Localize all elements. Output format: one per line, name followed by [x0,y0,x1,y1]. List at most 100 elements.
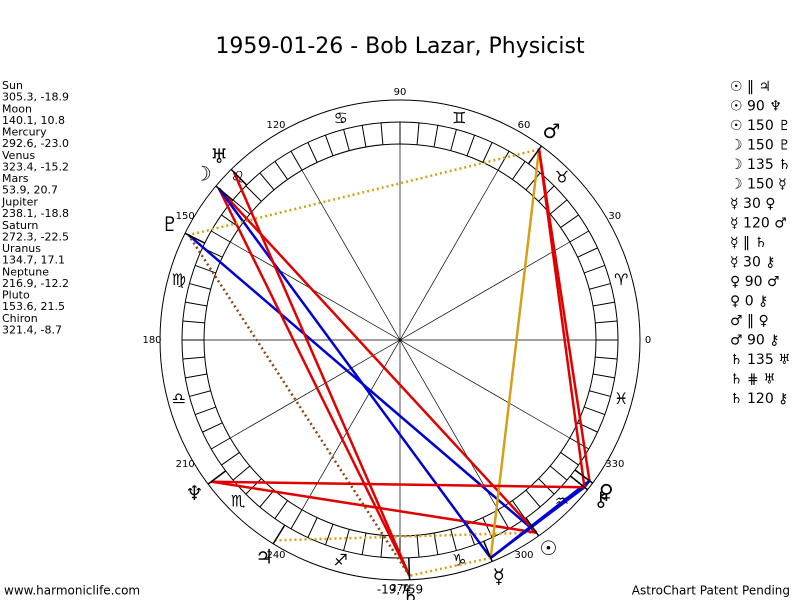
planet-marker [184,232,206,244]
aspect-label: ☽ 150 ♇ [730,138,791,154]
planet-glyph: ⚷ [594,487,609,511]
planet-position: 272.3, -22.5 [2,230,69,243]
planet-glyph: ♆ [186,481,204,505]
aspect-line [187,234,411,577]
zodiac-sign: ♑ [452,551,466,570]
planet-name: Mercury [2,126,47,139]
degree-label: 270 [390,583,409,594]
ring-tick [592,301,615,307]
ring-tick [525,489,541,508]
aspect-line [489,486,586,559]
ring-tick [343,129,350,151]
aspect-line [217,188,411,577]
degree-label: 120 [266,120,285,131]
aspect-label: ☉ 90 ♆ [730,99,782,115]
aspect-label: ♄ ⋕ ♅ [730,372,776,388]
planet-marker [272,524,286,545]
aspect-line [537,149,586,488]
planet-name: Saturn [2,219,38,232]
ring-tick [497,150,510,171]
degree-label: 300 [514,550,533,561]
zodiac-sign: ♐ [334,551,348,570]
aspect-line [188,148,540,237]
ring-tick [433,125,439,148]
planet-marker [230,168,248,186]
planet-marker [407,557,411,580]
outer-circle [159,99,641,581]
ring-tick [324,134,334,156]
planet-name: Jupiter [1,196,38,209]
ring-tick [290,150,303,171]
planet-name: Neptune [2,265,49,278]
aspect-label: ☉ ‖ ♃ [730,79,771,95]
planet-name: Venus [2,149,35,162]
zodiac-sign: ♈ [614,270,628,289]
aspect-line [217,187,492,559]
ring-tick [185,373,208,379]
planet-name: Uranus [2,242,41,255]
ring-tick [189,283,211,290]
ring-tick [259,172,275,191]
ring-tick [194,264,216,274]
ring-tick [324,524,334,546]
ring-tick [182,356,205,360]
zodiac-sign: ♋ [334,108,348,127]
planet-position: 153.6, 21.5 [2,300,65,313]
ring-tick [549,465,568,481]
ring-tick [202,422,223,433]
ring-tick [210,437,231,450]
aspect-line [211,480,537,534]
planet-glyph: ♂ [542,119,560,143]
ring-tick [361,125,367,148]
ring-tick [307,517,318,538]
planet-glyph: ♃ [255,545,273,569]
planet-position: 305.3, -18.9 [2,91,69,104]
ring-tick [343,529,350,551]
ring-tick [416,535,420,558]
aspect-label: ♀ 0 ⚷ [730,294,768,310]
planet-glyph: ♀ [599,480,614,504]
ring-tick [450,529,457,551]
center-note: -19,759 [377,583,423,597]
degree-label: 240 [266,550,285,561]
ring-tick [466,134,476,156]
ring-tick [584,264,606,274]
ring-tick [589,390,611,397]
zodiac-sign: ♏ [231,491,245,510]
ring-tick [512,500,526,519]
footer-right: AstroChart Patent Pending [632,584,790,598]
degree-label: 150 [176,211,195,222]
ring-tick [210,230,231,243]
degree-line [230,241,570,439]
ring-tick [274,500,288,519]
ring-tick [185,301,208,307]
ring-tick [380,122,384,145]
zodiac-sign: ♊ [452,108,466,127]
aspect-label: ♂ 90 ⚷ [730,333,780,349]
ring-tick [595,356,618,360]
planet-marker [207,470,227,485]
planet-glyph: ♄ [401,583,419,600]
planet-marker [574,469,594,484]
aspect-line [275,531,537,542]
ring-tick [290,509,303,530]
ring-tick [232,199,251,215]
planet-position: 323.4, -15.2 [2,160,69,173]
planet-glyph: ☉ [540,536,558,560]
planet-position: 292.6, -23.0 [2,137,69,150]
aspect-label: ☿ ‖ ♄ [730,235,767,251]
aspect-line [232,171,411,577]
ring-tick [380,535,384,558]
aspect-line [211,480,585,489]
zodiac-sign: ♓ [614,389,628,408]
zodiac-sign: ♉ [555,168,569,187]
planet-position: 134.7, 17.1 [2,254,65,267]
planet-name: Pluto [2,289,30,302]
ring-tick [274,161,288,180]
ring-tick [450,129,457,151]
planet-marker [569,475,589,491]
aspect-label: ♀ 90 ♂ [730,274,780,290]
degree-label: 180 [142,335,161,346]
degree-label: 210 [176,459,195,470]
